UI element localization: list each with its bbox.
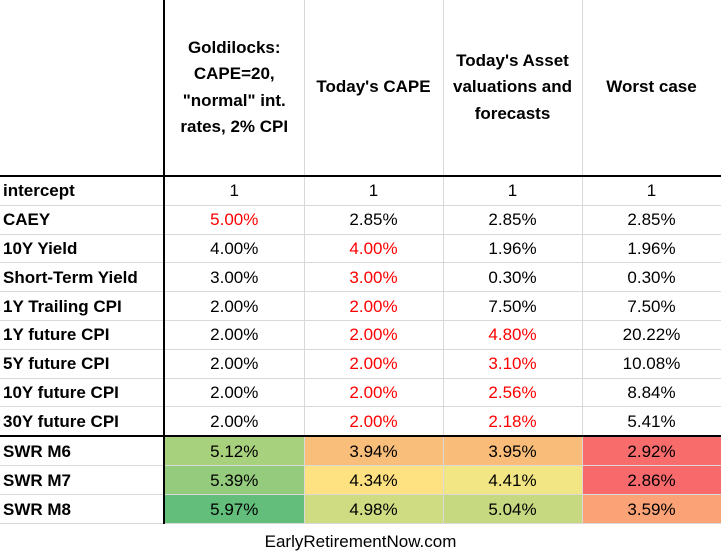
table-cell: 1 <box>443 176 583 206</box>
table-cell: 8.84% <box>582 378 721 408</box>
swr-row: SWR M8 5.97% 4.98% 5.04% 3.59% <box>0 494 721 525</box>
swr-row-label: SWR M6 <box>0 436 165 467</box>
swr-cell: 4.41% <box>443 465 583 496</box>
swr-comparison-table: Goldilocks: CAPE=20, "normal" int. rates… <box>0 0 721 525</box>
table-cell: 2.00% <box>304 406 444 438</box>
table-cell: 1 <box>304 176 444 206</box>
table-cell: 4.00% <box>164 234 305 264</box>
swr-row-label: SWR M7 <box>0 465 165 496</box>
table-row: CAEY 5.00% 2.85% 2.85% 2.85% <box>0 205 721 235</box>
table-cell: 2.00% <box>164 349 305 379</box>
table-row: 10Y Yield 4.00% 4.00% 1.96% 1.96% <box>0 234 721 264</box>
row-label: CAEY <box>0 205 165 235</box>
table-cell: 2.85% <box>443 205 583 235</box>
swr-cell: 5.97% <box>164 494 305 525</box>
swr-cell: 5.04% <box>443 494 583 525</box>
swr-cell: 2.92% <box>582 436 721 467</box>
header-blank-cell <box>0 0 165 177</box>
swr-cell: 3.59% <box>582 494 721 525</box>
swr-cell: 2.86% <box>582 465 721 496</box>
table-cell: 0.30% <box>443 262 583 293</box>
row-label: 30Y future CPI <box>0 406 165 438</box>
table-cell: 2.56% <box>443 378 583 408</box>
table-cell: 2.00% <box>304 349 444 379</box>
table-cell: 4.00% <box>304 234 444 264</box>
swr-cell: 5.12% <box>164 436 305 467</box>
table-row: 10Y future CPI 2.00% 2.00% 2.56% 8.84% <box>0 378 721 408</box>
table-cell: 3.00% <box>164 262 305 293</box>
table-row: 1Y Trailing CPI 2.00% 2.00% 7.50% 7.50% <box>0 291 721 321</box>
table-row: Short-Term Yield 3.00% 3.00% 0.30% 0.30% <box>0 262 721 293</box>
table-row: 30Y future CPI 2.00% 2.00% 2.18% 5.41% <box>0 406 721 438</box>
table-cell: 20.22% <box>582 320 721 350</box>
table-cell: 7.50% <box>443 291 583 321</box>
row-label: intercept <box>0 176 165 206</box>
table-cell: 1.96% <box>582 234 721 264</box>
row-label: 1Y future CPI <box>0 320 165 350</box>
table-cell: 1 <box>164 176 305 206</box>
swr-cell: 3.94% <box>304 436 444 467</box>
table-cell: 1 <box>582 176 721 206</box>
table-cell: 3.10% <box>443 349 583 379</box>
row-label: 10Y future CPI <box>0 378 165 408</box>
swr-row: SWR M6 5.12% 3.94% 3.95% 2.92% <box>0 436 721 467</box>
table-cell: 5.00% <box>164 205 305 235</box>
swr-row: SWR M7 5.39% 4.34% 4.41% 2.86% <box>0 465 721 496</box>
table-cell: 5.41% <box>582 406 721 438</box>
header-row: Goldilocks: CAPE=20, "normal" int. rates… <box>0 0 721 177</box>
table-body: intercept 1 1 1 1 CAEY 5.00% 2.85% 2.85% 2.85% 10Y… <box>0 176 721 525</box>
row-label: 1Y Trailing CPI <box>0 291 165 321</box>
swr-cell: 5.39% <box>164 465 305 496</box>
table-cell: 2.00% <box>164 406 305 438</box>
footer-text: EarlyRetirementNow.com <box>264 532 457 551</box>
table-cell: 2.85% <box>582 205 721 235</box>
header-todays-asset-valuations: Today's Asset valuations and forecasts <box>443 0 583 177</box>
row-label: Short-Term Yield <box>0 262 165 293</box>
swr-cell: 4.98% <box>304 494 444 525</box>
table-cell: 2.00% <box>164 378 305 408</box>
table-cell: 2.00% <box>164 320 305 350</box>
table-cell: 2.18% <box>443 406 583 438</box>
table-row: 1Y future CPI 2.00% 2.00% 4.80% 20.22% <box>0 320 721 350</box>
swr-cell: 3.95% <box>443 436 583 467</box>
header-goldilocks: Goldilocks: CAPE=20, "normal" int. rates… <box>164 0 305 177</box>
table-cell: 1.96% <box>443 234 583 264</box>
swr-cell: 4.34% <box>304 465 444 496</box>
row-label: 10Y Yield <box>0 234 165 264</box>
header-worst-case: Worst case <box>582 0 721 177</box>
table-cell: 2.85% <box>304 205 444 235</box>
footer-credit: EarlyRetirementNow.com <box>0 527 721 556</box>
table-cell: 2.00% <box>304 320 444 350</box>
table-cell: 2.00% <box>304 291 444 321</box>
row-label: 5Y future CPI <box>0 349 165 379</box>
table-cell: 10.08% <box>582 349 721 379</box>
swr-row-label: SWR M8 <box>0 494 165 525</box>
table-cell: 3.00% <box>304 262 444 293</box>
header-todays-cape: Today's CAPE <box>304 0 444 177</box>
table-cell: 4.80% <box>443 320 583 350</box>
table-row: 5Y future CPI 2.00% 2.00% 3.10% 10.08% <box>0 349 721 379</box>
table-cell: 0.30% <box>582 262 721 293</box>
table-cell: 7.50% <box>582 291 721 321</box>
table-row: intercept 1 1 1 1 <box>0 176 721 206</box>
table-cell: 2.00% <box>304 378 444 408</box>
table-cell: 2.00% <box>164 291 305 321</box>
